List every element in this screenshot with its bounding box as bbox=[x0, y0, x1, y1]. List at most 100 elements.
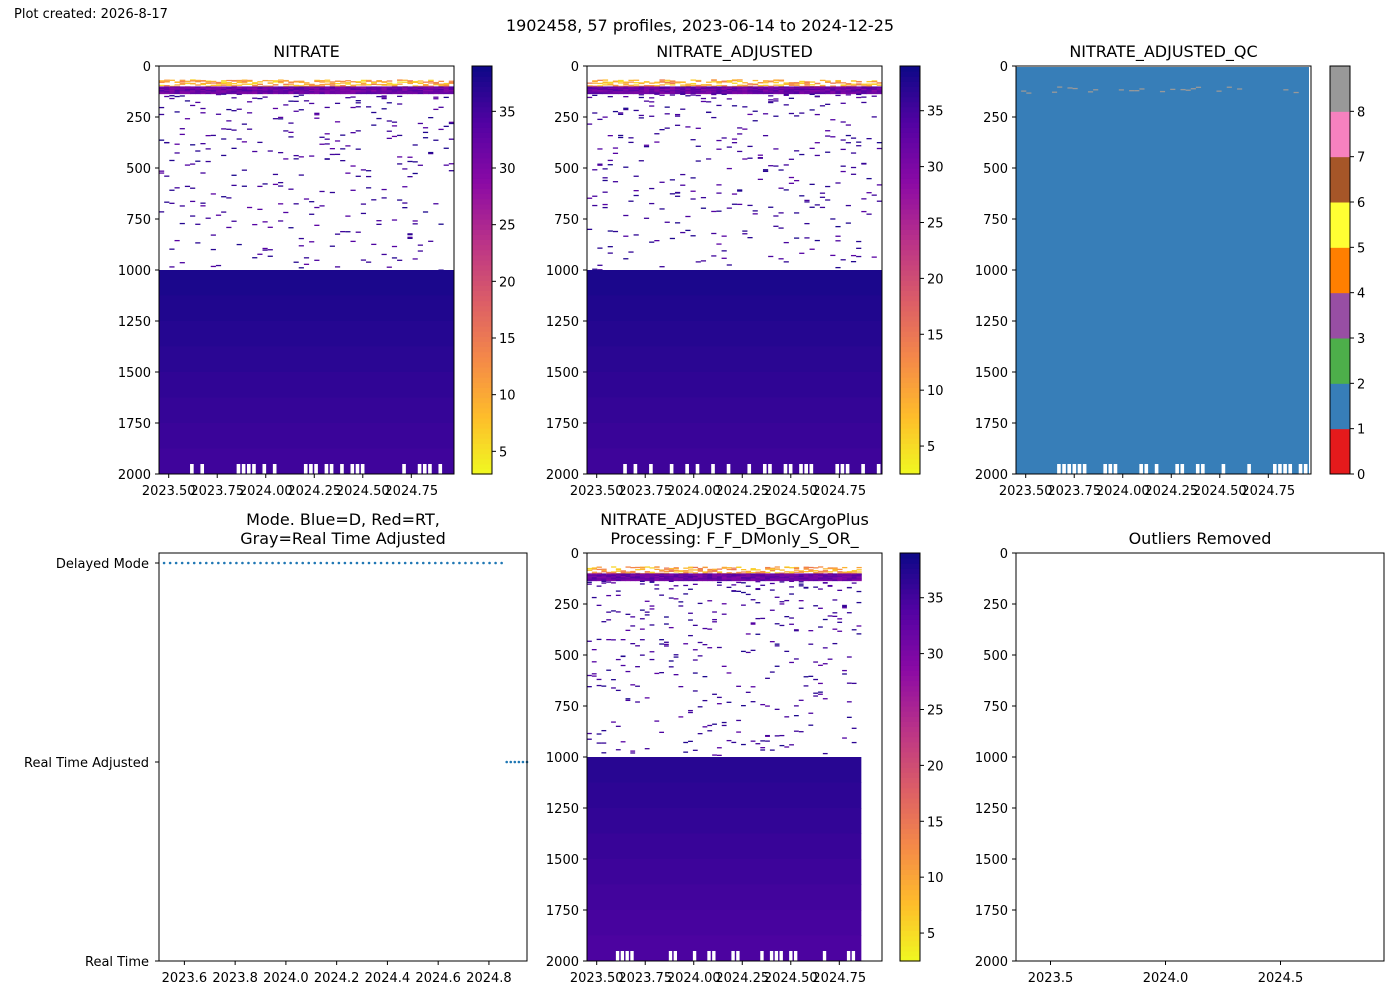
nitrate_adjusted-band-cell bbox=[659, 88, 666, 91]
nitrate_adjusted-sparse-cell bbox=[716, 210, 722, 212]
nitrate_adjusted-x-tick-label: 2024.00 bbox=[667, 484, 721, 499]
nitrate_adjusted-sparse-cell bbox=[757, 157, 763, 159]
nitrate_adjusted-surface-cell bbox=[654, 81, 660, 83]
bgcargoplus-colorbar-band bbox=[900, 609, 920, 615]
bgcargoplus-band-cell bbox=[726, 579, 732, 582]
bgcargoplus-surface-cell bbox=[683, 572, 689, 574]
nitrate_adjusted-sparse-cell bbox=[602, 168, 608, 170]
nitrate_adjusted-surface-cell bbox=[737, 85, 743, 88]
bgcargoplus-colorbar-band bbox=[900, 726, 920, 733]
nitrate_adjusted-surface-cell bbox=[804, 83, 810, 85]
nitrate_adjusted-sparse-cell bbox=[840, 170, 846, 173]
bgcargoplus-band-cell bbox=[615, 578, 622, 580]
nitrate_adjusted-band-cell bbox=[731, 87, 738, 90]
bgcargoplus-colorbar-band bbox=[900, 838, 920, 845]
nitrate-sparse-cell bbox=[407, 236, 413, 238]
nitrate_adjusted-surface-cell bbox=[866, 80, 873, 83]
bgcargoplus-band-cell bbox=[818, 579, 824, 582]
nitrate-band-cell bbox=[366, 87, 372, 90]
bgcargoplus-sparse-cell bbox=[741, 604, 746, 606]
nitrate_adjusted_qc-y-tick-label: 2000 bbox=[975, 468, 1008, 483]
bgcargoplus-surface-cell bbox=[856, 571, 862, 573]
nitrate_adjusted-band-cell bbox=[597, 87, 603, 90]
bgcargoplus-colorbar-band bbox=[900, 828, 920, 835]
nitrate_adjusted_qc-colorbar-tick-label: 1 bbox=[1357, 423, 1365, 438]
nitrate-surface-cell bbox=[345, 80, 351, 82]
bgcargoplus-band-cell bbox=[654, 573, 660, 576]
nitrate_adjusted_qc-qc-flag-cell bbox=[1283, 89, 1289, 91]
bgcargoplus-surface-cell bbox=[741, 571, 747, 573]
bgcargoplus-colorbar-band bbox=[900, 792, 920, 799]
nitrate_adjusted-sparse-cell bbox=[649, 187, 655, 190]
bgcargoplus-sparse-cell bbox=[822, 752, 828, 755]
bgcargoplus-sparse-cell bbox=[837, 630, 843, 632]
bgcargoplus-band-cell bbox=[649, 574, 655, 577]
nitrate_adjusted-band-cell bbox=[757, 92, 764, 95]
nitrate_adjusted_qc-colorbar-swatch bbox=[1330, 428, 1350, 475]
bgcargoplus-sparse-cell bbox=[726, 586, 732, 589]
bgcargoplus-gap-cell bbox=[625, 951, 629, 961]
nitrate_adjusted-band-cell bbox=[773, 90, 779, 92]
nitrate_adjusted-sparse-cell bbox=[638, 160, 644, 162]
bgcargoplus-band-cell bbox=[683, 577, 689, 579]
bgcargoplus-band-cell bbox=[842, 577, 848, 579]
nitrate-band-cell bbox=[231, 86, 238, 89]
nitrate_adjusted-colorbar-band bbox=[900, 264, 920, 271]
nitrate-gap-cell bbox=[241, 464, 246, 474]
nitrate-band-cell bbox=[179, 91, 186, 93]
bgcargoplus-sparse-cell bbox=[620, 655, 626, 657]
nitrate_adjusted-band-cell bbox=[757, 90, 764, 92]
nitrate-band-cell bbox=[360, 88, 367, 91]
nitrate-band-cell bbox=[215, 90, 222, 92]
nitrate-surface-cell bbox=[257, 83, 263, 86]
nitrate-sparse-cell bbox=[324, 158, 330, 160]
bgcargoplus-band-cell bbox=[721, 579, 727, 582]
nitrate-band-cell bbox=[200, 87, 206, 90]
nitrate_adjusted-band-cell bbox=[592, 91, 598, 93]
nitrate_adjusted_qc-qc-fill bbox=[1016, 67, 1309, 475]
bgcargoplus-sparse-cell bbox=[664, 641, 669, 643]
nitrate_adjusted_qc-gap-cell bbox=[1144, 464, 1149, 474]
nitrate-band-cell bbox=[412, 86, 419, 89]
bgcargoplus-band-cell bbox=[765, 574, 771, 577]
nitrate-band-cell bbox=[215, 91, 222, 93]
nitrate-surface-cell bbox=[324, 83, 331, 86]
nitrate-band-cell bbox=[278, 86, 284, 89]
nitrate_adjusted-band-cell bbox=[674, 91, 681, 93]
nitrate-band-cell bbox=[428, 86, 434, 89]
nitrate-surface-cell bbox=[200, 83, 206, 86]
nitrate_adjusted_qc-x-tick-label: 2024.50 bbox=[1193, 484, 1247, 499]
bgcargoplus-sparse-cell bbox=[668, 626, 674, 629]
nitrate_adjusted-band-cell bbox=[747, 92, 754, 95]
nitrate_adjusted-sparse-cell bbox=[726, 264, 732, 266]
bgcargoplus-band-cell bbox=[813, 573, 819, 576]
nitrate_adjusted-sparse-cell bbox=[618, 134, 624, 137]
nitrate-sparse-cell bbox=[288, 227, 294, 229]
bgcargoplus-surface-cell bbox=[654, 566, 660, 568]
nitrate_adjusted_qc-y-tick-label: 250 bbox=[983, 111, 1008, 126]
nitrate-sparse-cell bbox=[231, 97, 237, 99]
bgcargoplus-band-cell bbox=[842, 574, 848, 577]
nitrate_adjusted-sparse-cell bbox=[706, 158, 712, 160]
nitrate-colorbar-band bbox=[472, 127, 492, 133]
nitrate-band-cell bbox=[190, 88, 196, 91]
nitrate_adjusted-band-cell bbox=[752, 88, 759, 91]
bgcargoplus-sparse-cell bbox=[822, 663, 828, 665]
bgcargoplus-sparse-cell bbox=[639, 609, 645, 611]
nitrate-band-cell bbox=[184, 87, 191, 90]
nitrate_adjusted-band-cell bbox=[814, 90, 821, 92]
nitrate_adjusted-band-cell bbox=[768, 88, 774, 91]
nitrate-band-cell bbox=[298, 86, 305, 89]
nitrate_adjusted-sparse-cell bbox=[731, 142, 738, 144]
nitrate-colorbar-tick-label: 25 bbox=[499, 219, 516, 234]
nitrate_adjusted-band-cell bbox=[742, 92, 748, 95]
bgcargoplus-surface-cell bbox=[851, 571, 857, 573]
bgcargoplus-sparse-cell bbox=[591, 648, 597, 651]
bgcargoplus-colorbar-band bbox=[900, 777, 920, 784]
nitrate-sparse-cell bbox=[267, 150, 273, 152]
nitrate_adjusted-band-cell bbox=[737, 92, 743, 95]
nitrate-band-cell bbox=[174, 91, 181, 93]
outliers-y-tick-label: 1750 bbox=[975, 904, 1008, 919]
bgcargoplus-colorbar-band bbox=[900, 731, 920, 738]
nitrate_adjusted-colorbar-band bbox=[900, 463, 920, 470]
